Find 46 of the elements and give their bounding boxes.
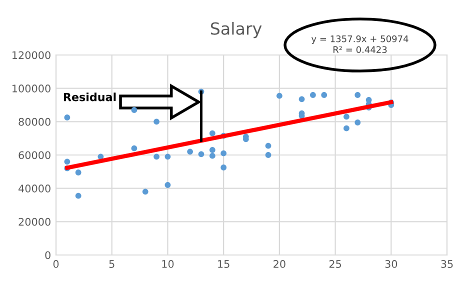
point [209, 147, 216, 153]
x-tick-label: 10 [162, 260, 174, 268]
point [187, 148, 194, 155]
text: y = 1357.9x + 50974 R² = 0.4423 [311, 35, 408, 54]
x-tick-label: 25 [329, 260, 342, 268]
point [209, 130, 216, 136]
point [276, 92, 282, 99]
point [354, 92, 361, 98]
point [131, 107, 138, 113]
point [75, 192, 82, 199]
point [220, 164, 227, 170]
chart-title: Salary [210, 22, 262, 38]
point [344, 125, 350, 132]
y-tick-label: 80000 [18, 118, 50, 126]
point [142, 188, 148, 195]
y-tick-label: 60000 [18, 151, 50, 160]
point [265, 152, 272, 158]
y-tick-label: 20000 [18, 218, 50, 226]
point [209, 152, 216, 159]
x-tick-label: 35 [441, 260, 453, 268]
annotation: Residual [64, 92, 116, 102]
y-tick-label: 100000 [12, 84, 50, 92]
point [64, 158, 70, 165]
x-tick-label: 30 [385, 260, 398, 268]
point [344, 114, 350, 120]
point [154, 118, 160, 125]
x-tick-label: 15 [218, 260, 230, 268]
y-tick-label: 120000 [12, 51, 50, 60]
point [310, 92, 316, 98]
point [64, 114, 70, 120]
point [75, 170, 82, 176]
x-tick-label: 20 [274, 260, 286, 268]
point [220, 150, 227, 156]
y-tick-label: 0 [45, 251, 50, 260]
point [164, 154, 171, 160]
x-tick-label: 5 [109, 260, 114, 268]
point [321, 92, 328, 98]
point [298, 96, 305, 102]
point [131, 145, 138, 152]
point [164, 182, 171, 188]
point [198, 151, 204, 158]
point [265, 142, 272, 149]
y-tick-label: 40000 [18, 184, 50, 192]
point [354, 120, 361, 126]
point [154, 154, 160, 160]
x-tick-label: 0 [53, 260, 59, 268]
